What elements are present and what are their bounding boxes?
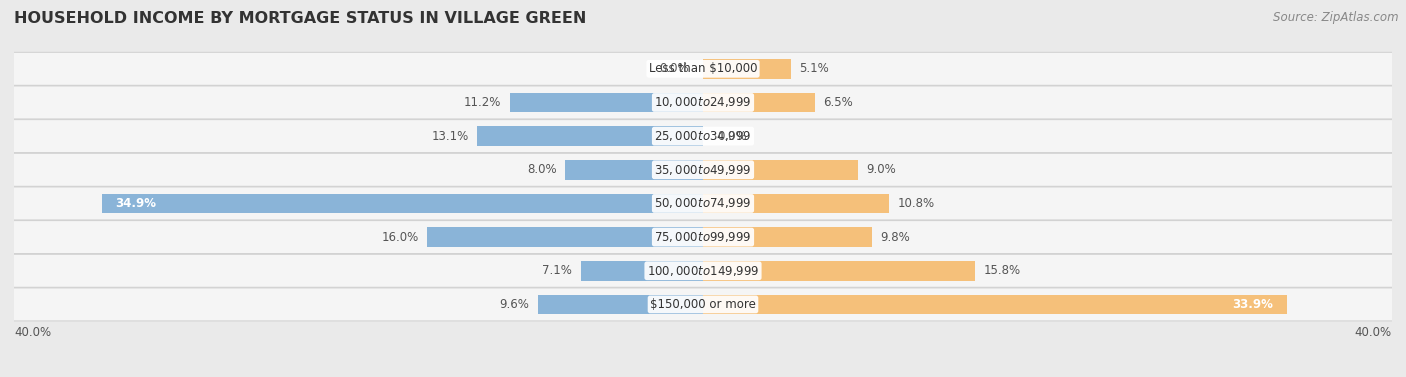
FancyBboxPatch shape [13,153,1393,186]
Text: $25,000 to $34,999: $25,000 to $34,999 [654,129,752,143]
Bar [703,59,790,78]
Text: 16.0%: 16.0% [381,231,419,244]
Text: 34.9%: 34.9% [115,197,156,210]
Text: 6.5%: 6.5% [824,96,853,109]
Text: Source: ZipAtlas.com: Source: ZipAtlas.com [1274,11,1399,24]
Bar [510,93,703,112]
Text: HOUSEHOLD INCOME BY MORTGAGE STATUS IN VILLAGE GREEN: HOUSEHOLD INCOME BY MORTGAGE STATUS IN V… [14,11,586,26]
Text: 11.2%: 11.2% [464,96,502,109]
Text: 8.0%: 8.0% [527,163,557,176]
FancyBboxPatch shape [13,254,1393,287]
Bar [703,93,815,112]
Text: 40.0%: 40.0% [1355,326,1392,339]
Bar [478,126,703,146]
Bar [703,227,872,247]
Text: $10,000 to $24,999: $10,000 to $24,999 [654,95,752,109]
Text: $50,000 to $74,999: $50,000 to $74,999 [654,196,752,210]
Text: 9.0%: 9.0% [866,163,897,176]
Bar [101,194,703,213]
Text: $150,000 or more: $150,000 or more [650,298,756,311]
Bar [565,160,703,179]
Text: 40.0%: 40.0% [14,326,51,339]
Text: $35,000 to $49,999: $35,000 to $49,999 [654,163,752,177]
Bar [703,194,889,213]
Text: Less than $10,000: Less than $10,000 [648,62,758,75]
Text: 5.1%: 5.1% [800,62,830,75]
Text: 7.1%: 7.1% [543,264,572,277]
FancyBboxPatch shape [13,120,1393,153]
Bar [703,261,976,280]
FancyBboxPatch shape [13,221,1393,254]
FancyBboxPatch shape [13,187,1393,220]
Text: $75,000 to $99,999: $75,000 to $99,999 [654,230,752,244]
FancyBboxPatch shape [13,52,1393,85]
Bar [703,160,858,179]
Bar [537,295,703,314]
Bar [581,261,703,280]
Text: 0.0%: 0.0% [659,62,689,75]
Bar [427,227,703,247]
FancyBboxPatch shape [13,288,1393,321]
Text: 9.6%: 9.6% [499,298,529,311]
Text: 0.0%: 0.0% [717,130,747,143]
Text: 15.8%: 15.8% [984,264,1021,277]
Text: $100,000 to $149,999: $100,000 to $149,999 [647,264,759,278]
Bar [703,295,1286,314]
Text: 9.8%: 9.8% [880,231,910,244]
FancyBboxPatch shape [13,86,1393,119]
Text: 13.1%: 13.1% [432,130,468,143]
Text: 10.8%: 10.8% [897,197,935,210]
Text: 33.9%: 33.9% [1232,298,1272,311]
